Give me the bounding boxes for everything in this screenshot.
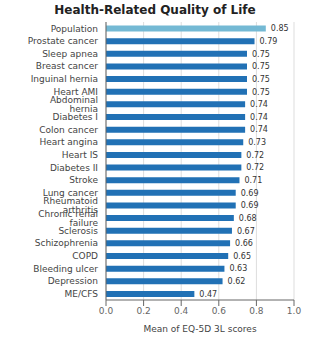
svg-text:0.75: 0.75 [252,88,270,97]
svg-text:1.0: 1.0 [287,306,302,316]
svg-text:0.63: 0.63 [229,264,247,273]
svg-text:0.69: 0.69 [241,201,259,210]
svg-text:0.6: 0.6 [212,306,227,316]
svg-text:Mean of EQ-5D 3L scores: Mean of EQ-5D 3L scores [143,324,256,334]
svg-text:0.72: 0.72 [246,151,264,160]
svg-text:Schizophrenia: Schizophrenia [35,238,98,248]
svg-text:Inguinal hernia: Inguinal hernia [31,74,98,84]
svg-text:0.74: 0.74 [250,100,268,109]
svg-text:Depression: Depression [48,276,98,286]
svg-text:0.75: 0.75 [252,75,270,84]
svg-text:0.2: 0.2 [136,306,150,316]
svg-text:0.75: 0.75 [252,50,270,59]
svg-text:0.71: 0.71 [244,176,262,185]
svg-text:0.65: 0.65 [233,252,251,261]
svg-text:Diabetes II: Diabetes II [50,163,98,173]
svg-text:0.75: 0.75 [252,62,270,71]
svg-text:Population: Population [51,24,98,34]
svg-text:0.69: 0.69 [241,189,259,198]
svg-text:Colon cancer: Colon cancer [39,125,98,135]
svg-text:ME/CFS: ME/CFS [65,289,99,299]
svg-text:Heart angina: Heart angina [39,137,98,147]
svg-text:0.79: 0.79 [260,37,278,46]
svg-text:0.73: 0.73 [248,138,266,147]
svg-text:0.62: 0.62 [228,277,246,286]
svg-text:0.72: 0.72 [246,163,264,172]
svg-text:0.8: 0.8 [249,306,264,316]
svg-text:0.0: 0.0 [99,306,114,316]
svg-text:Abdominalhernia: Abdominalhernia [50,95,98,114]
svg-text:Stroke: Stroke [69,175,98,185]
svg-text:Sleep apnea: Sleep apnea [42,49,98,59]
svg-text:0.74: 0.74 [250,113,268,122]
svg-text:Heart IS: Heart IS [62,150,99,160]
svg-text:Rheumatoidarthritis: Rheumatoidarthritis [43,196,98,215]
svg-text:0.68: 0.68 [239,214,257,223]
svg-text:0.47: 0.47 [199,290,217,299]
svg-text:0.74: 0.74 [250,125,268,134]
svg-text:Breast cancer: Breast cancer [36,61,98,71]
svg-text:COPD: COPD [72,251,98,261]
svg-text:0.66: 0.66 [235,239,253,248]
svg-text:0.85: 0.85 [271,24,289,33]
svg-text:Lung cancer: Lung cancer [43,188,98,198]
svg-text:0.67: 0.67 [237,227,255,236]
svg-text:Heart AMI: Heart AMI [54,87,99,97]
svg-text:Prostate cancer: Prostate cancer [28,36,99,46]
svg-text:0.4: 0.4 [174,306,189,316]
svg-text:Bleeding ulcer: Bleeding ulcer [33,264,98,274]
